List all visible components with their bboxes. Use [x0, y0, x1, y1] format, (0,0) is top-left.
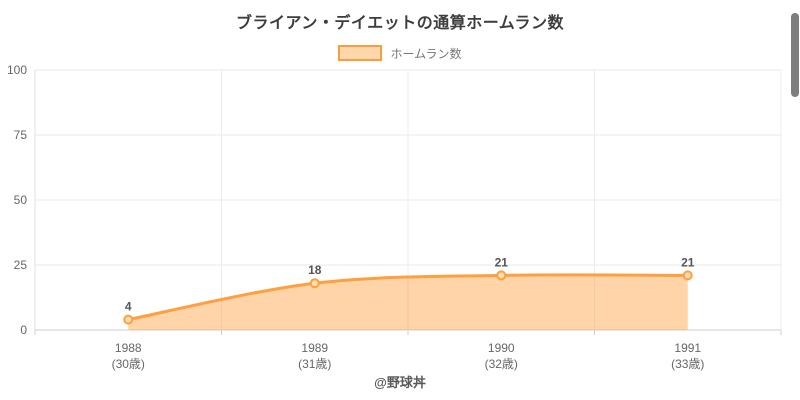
- legend: ホームラン数: [0, 45, 800, 61]
- data-point[interactable]: [682, 270, 693, 281]
- legend-swatch[interactable]: [338, 45, 383, 61]
- data-point-label: 18: [308, 263, 322, 277]
- data-point[interactable]: [496, 270, 507, 281]
- x-axis-label-age: (32歳): [485, 357, 518, 371]
- y-axis-tick-label: 75: [14, 128, 28, 142]
- x-axis-label-year: 1990: [488, 341, 515, 355]
- x-axis-label-age: (30歳): [112, 357, 145, 371]
- x-axis-label-year: 1988: [115, 341, 142, 355]
- series-line: [126, 273, 690, 322]
- data-point[interactable]: [309, 278, 320, 289]
- x-axis-label-age: (31歳): [298, 357, 331, 371]
- scrollbar-thumb[interactable]: [791, 13, 799, 97]
- x-axis-label-year: 1989: [301, 341, 328, 355]
- y-axis-tick-label: 0: [20, 323, 27, 337]
- y-axis-tick-label: 25: [14, 258, 28, 272]
- data-point[interactable]: [123, 314, 134, 325]
- data-point-label: 4: [125, 300, 132, 314]
- footer-credit: @野球丼: [374, 375, 426, 390]
- data-point-label: 21: [681, 255, 695, 269]
- legend-label[interactable]: ホームラン数: [390, 46, 462, 61]
- series-area: [128, 274, 688, 330]
- chart-title: ブライアン・デイエットの通算ホームラン数: [236, 15, 564, 32]
- data-point-label: 21: [495, 255, 509, 269]
- x-axis-label-year: 1991: [674, 341, 701, 355]
- y-axis-tick-label: 100: [7, 63, 27, 77]
- x-axis-label-age: (33歳): [671, 357, 704, 371]
- y-axis-tick-label: 50: [14, 193, 28, 207]
